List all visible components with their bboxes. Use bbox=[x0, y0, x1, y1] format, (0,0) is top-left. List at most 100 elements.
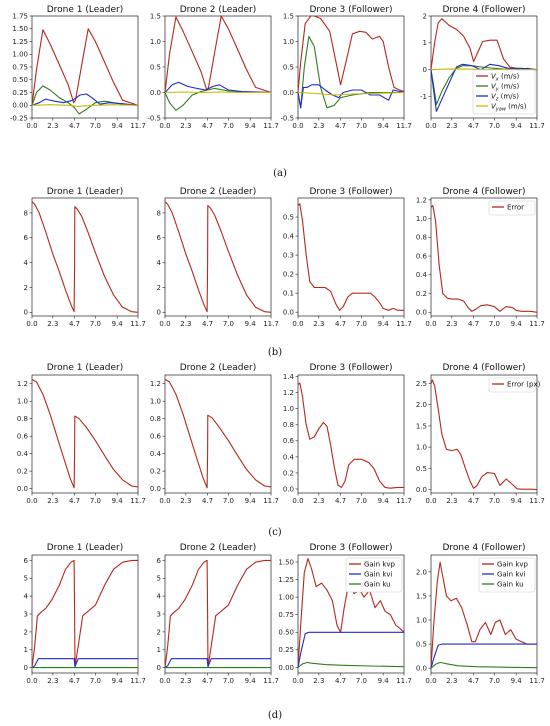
y-tick-label: -0.5 bbox=[280, 114, 294, 122]
y-tick-label: 0.4 bbox=[283, 453, 295, 461]
x-tick-label: 11.7 bbox=[263, 122, 279, 130]
x-tick-label: 7.0 bbox=[90, 320, 101, 328]
series-line-yellow bbox=[298, 91, 404, 96]
x-tick-label: 4.7 bbox=[335, 122, 346, 130]
x-tick-label: 2.3 bbox=[313, 677, 324, 685]
y-tick-label: 0.0 bbox=[416, 486, 427, 494]
subplot: Drone 1 (Leader) 0.0 2.3 4.7 7.0 9.4 11.7 -0.25… bbox=[10, 5, 146, 130]
series-group bbox=[431, 561, 537, 669]
plot-frame bbox=[297, 197, 405, 317]
x-tick-label: 0.0 bbox=[425, 497, 436, 505]
series-line-red bbox=[431, 379, 537, 491]
x-tick-label: 0.0 bbox=[292, 320, 303, 328]
series-line-red bbox=[298, 16, 404, 93]
series-line-red bbox=[165, 559, 271, 668]
y-tick-label: 0.75 bbox=[12, 63, 28, 71]
x-tick-label: 9.4 bbox=[511, 320, 523, 328]
x-tick-label: 9.4 bbox=[511, 497, 523, 505]
row-label-c: (c) bbox=[268, 527, 282, 538]
y-tick-label: 1.5 bbox=[416, 422, 427, 430]
subplot-title: Drone 2 (Leader) bbox=[180, 5, 257, 15]
series-line-blue bbox=[32, 658, 138, 669]
series-group bbox=[431, 204, 537, 313]
x-tick-label: 11.7 bbox=[529, 320, 545, 328]
y-tick-label: 0.5 bbox=[416, 465, 427, 473]
x-tick-label: 0.0 bbox=[159, 677, 170, 685]
subplot-title: Drone 4 (Follower) bbox=[442, 187, 525, 197]
y-tick-label: 0.0 bbox=[17, 485, 28, 493]
y-tick-label: 0.4 bbox=[150, 450, 162, 458]
x-tick-label: 9.4 bbox=[378, 122, 390, 130]
subplot-title: Drone 1 (Leader) bbox=[47, 363, 124, 373]
subplot-title: Drone 1 (Leader) bbox=[47, 5, 124, 15]
y-tick-label: 2 bbox=[24, 628, 28, 636]
y-tick-label: 0.25 bbox=[278, 646, 294, 654]
series-group bbox=[298, 203, 404, 311]
legend-label: Gain kvp bbox=[364, 561, 396, 569]
x-tick-label: 9.4 bbox=[245, 677, 257, 685]
x-tick-label: 9.4 bbox=[511, 677, 523, 685]
x-tick-label: 2.3 bbox=[313, 497, 324, 505]
series-line-green bbox=[431, 661, 537, 669]
y-tick-label: 1.0 bbox=[150, 38, 161, 46]
row-label-d: (d) bbox=[268, 710, 282, 721]
y-tick-label: 0.6 bbox=[416, 252, 428, 260]
x-tick-label: 4.7 bbox=[468, 497, 479, 505]
y-tick-label: 0 bbox=[157, 309, 161, 317]
x-tick-label: 11.7 bbox=[396, 320, 412, 328]
x-tick-label: 7.0 bbox=[223, 677, 234, 685]
series-line-red bbox=[165, 378, 271, 489]
row-label-a: (a) bbox=[273, 168, 287, 179]
x-tick-label: 0.0 bbox=[159, 497, 170, 505]
y-tick-label: 0.50 bbox=[278, 629, 294, 637]
legend-label: Gain kvp bbox=[497, 561, 529, 569]
subplot: Drone 4 (Follower) 0.0 2.3 4.7 7.0 9.4 11.7 0.0… bbox=[416, 543, 545, 685]
y-tick-label: 1.2 bbox=[17, 380, 28, 388]
row-label-b: (b) bbox=[268, 347, 282, 358]
series-line-red bbox=[165, 201, 271, 313]
y-tick-label: 1.25 bbox=[278, 576, 294, 584]
series-line-red bbox=[431, 561, 537, 669]
x-tick-label: 9.4 bbox=[378, 497, 390, 505]
x-tick-label: 9.4 bbox=[112, 677, 124, 685]
x-tick-label: 7.0 bbox=[489, 320, 500, 328]
subplot: Drone 3 (Follower) 0.0 2.3 4.7 7.0 9.4 11.7 -0.… bbox=[280, 5, 411, 130]
x-tick-label: 7.0 bbox=[223, 122, 234, 130]
y-tick-label: 0.4 bbox=[283, 232, 295, 240]
y-tick-label: 1.0 bbox=[283, 405, 294, 413]
y-tick-label: 0.0 bbox=[283, 309, 294, 317]
x-tick-label: 11.7 bbox=[396, 122, 412, 130]
series-line-red bbox=[298, 203, 404, 311]
subplot: Drone 4 (Follower) 0.0 2.3 4.7 7.0 9.4 11.7 -1 0… bbox=[420, 5, 545, 130]
plot-frame bbox=[430, 554, 538, 674]
y-tick-label: 2 bbox=[157, 628, 161, 636]
plot-frame bbox=[430, 197, 538, 317]
y-tick-label: 1 bbox=[423, 39, 427, 47]
legend-label: Gain kvi bbox=[364, 571, 393, 579]
plot-frame bbox=[164, 197, 272, 317]
x-tick-label: 7.0 bbox=[356, 677, 367, 685]
series-line-green bbox=[165, 87, 271, 111]
series-group bbox=[32, 559, 138, 669]
series-line-red bbox=[32, 28, 138, 106]
series-line-red bbox=[165, 16, 271, 94]
x-tick-label: 0.0 bbox=[26, 677, 37, 685]
y-tick-label: 1 bbox=[24, 646, 28, 654]
y-tick-label: 0.8 bbox=[416, 234, 427, 242]
legend: Gain kvp Gain kvi Gain ku bbox=[478, 557, 536, 593]
x-tick-label: 4.7 bbox=[69, 677, 80, 685]
y-tick-label: 0.6 bbox=[150, 433, 162, 441]
y-tick-label: 1.25 bbox=[12, 38, 28, 46]
subplot: Drone 4 (Follower) 0.0 2.3 4.7 7.0 9.4 11.7 0.0… bbox=[416, 363, 545, 505]
x-tick-label: 2.3 bbox=[446, 122, 457, 130]
y-tick-label: 5 bbox=[24, 575, 28, 583]
x-tick-label: 7.0 bbox=[356, 497, 367, 505]
y-tick-label: 0.25 bbox=[12, 89, 28, 97]
series-line-blue bbox=[298, 631, 404, 668]
y-tick-label: 0.50 bbox=[12, 76, 28, 84]
plot-frame bbox=[31, 197, 139, 317]
x-tick-label: 7.0 bbox=[356, 122, 367, 130]
series-group bbox=[298, 382, 404, 489]
y-tick-label: 1.2 bbox=[150, 380, 161, 388]
